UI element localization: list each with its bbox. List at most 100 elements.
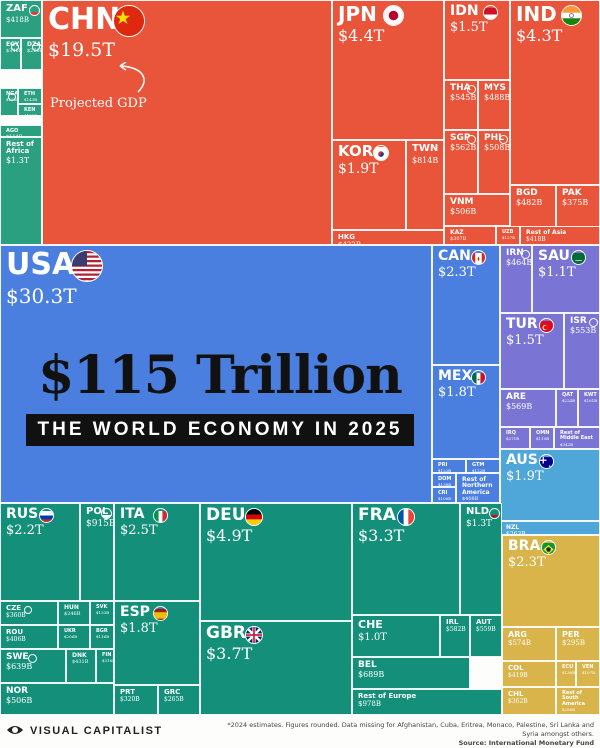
- gdp-value: $406B: [6, 636, 26, 644]
- cell-label-group: MEX $1.8T: [438, 369, 476, 399]
- country-code: CHL: [508, 690, 524, 698]
- gdp-value: $1.3T: [466, 518, 493, 529]
- treemap-cell-phl: PHL $508B: [478, 130, 510, 194]
- country-code: IRN: [506, 248, 524, 258]
- treemap-cell-sgp: SGP $562B: [444, 130, 478, 194]
- annotation-arrow-icon: [119, 62, 145, 93]
- sgp-flag-icon: [467, 135, 476, 144]
- treemap-cell-pak: PAK $375B: [556, 185, 600, 227]
- treemap-cell-rest-of-middle-east: Rest of Middle East $342B: [554, 427, 600, 449]
- cell-label-group: AUS $1.9T: [506, 453, 544, 483]
- treemap-cell-per: PER $295B: [556, 627, 600, 661]
- isr-flag-icon: [589, 318, 598, 327]
- country-code: CHE: [358, 618, 383, 631]
- country-code: VEN: [582, 664, 594, 670]
- aus-flag-icon: [538, 454, 554, 469]
- country-code: HUN: [64, 604, 79, 611]
- gdp-value: $1.1T: [538, 264, 576, 280]
- country-code: ROU: [6, 628, 24, 636]
- tur-flag-icon: [538, 318, 554, 333]
- country-code: BGR: [96, 628, 108, 634]
- treemap-cell-grc: GRC $265B: [158, 685, 200, 715]
- cell-label-group: AGO$114B: [6, 128, 22, 136]
- gdp-value: $506B: [6, 696, 33, 706]
- gdp-value: $2.2T: [6, 522, 44, 538]
- gdp-value: $488B: [484, 93, 510, 103]
- cell-label-group: JPN $4.4T: [338, 4, 384, 45]
- cell-label-group: NZL $263B: [506, 524, 526, 534]
- treemap-cell-gbr: GBR $3.7T: [200, 621, 352, 715]
- gdp-value: $1.5T: [506, 332, 544, 348]
- cell-label-group: UZB $127B: [502, 229, 515, 240]
- cell-label-group: IRL $582B: [446, 618, 466, 634]
- gdp-value: $915B: [86, 518, 114, 529]
- cell-label-group: SWE $639B: [6, 652, 32, 672]
- treemap-cell-idn: IDN $1.5T: [444, 0, 510, 80]
- cell-label-group: QAT $224B: [562, 392, 575, 403]
- country-code: GRC: [164, 688, 181, 696]
- idn-flag-icon: [482, 5, 498, 20]
- gdp-value: $143B: [24, 97, 38, 103]
- country-code: GTM: [472, 462, 485, 468]
- treemap-cell-ind: IND $4.3T: [510, 0, 600, 185]
- treemap-cell-nor: NOR $506B: [0, 683, 114, 715]
- gdp-value: $246B: [64, 611, 81, 618]
- cell-label-group: ROU $406B: [6, 628, 26, 644]
- country-code: THA: [450, 83, 471, 93]
- cell-label-group: ARG $574B: [508, 630, 531, 648]
- country-code: SGP: [450, 133, 471, 143]
- can-flag-icon: [470, 250, 486, 265]
- gdp-value: $574B: [508, 639, 531, 648]
- cell-label-group: BRA $2.3T: [508, 539, 546, 569]
- gdp-value: $362B: [508, 698, 528, 706]
- gdp-value: $375B: [562, 198, 589, 208]
- country-code: ESP: [120, 604, 150, 620]
- sau-flag-icon: [570, 250, 586, 265]
- cell-label-group: PRT $320B: [120, 688, 140, 704]
- gdp-value: $122B: [438, 468, 452, 473]
- country-code: AUS: [506, 452, 538, 468]
- country-code: ZAF: [6, 3, 28, 14]
- gdp-value: $295B: [562, 639, 585, 648]
- cell-label-group: Rest of South America $288B: [562, 690, 598, 712]
- cell-label-group: Rest of Asia $418B: [526, 229, 598, 244]
- treemap-cell-ago: AGO$114B: [0, 125, 42, 137]
- country-code: NOR: [6, 686, 29, 696]
- jpn-flag-icon: [382, 5, 404, 26]
- gdp-value: $431B: [72, 659, 89, 666]
- country-code: BEL: [358, 660, 377, 670]
- treemap-cell-dza: DZA $268B: [21, 38, 42, 70]
- chn-flag-icon: [113, 5, 146, 37]
- treemap-cell-jpn: JPN $4.4T: [332, 0, 444, 140]
- cell-label-group: FRA $3.3T: [358, 506, 404, 545]
- cell-label-group: ISR $553B: [570, 316, 596, 336]
- footer: VISUAL CAPITALIST *2024 estimates. Figur…: [0, 716, 600, 747]
- deu-flag-icon: [244, 508, 263, 526]
- cell-label-group: IND $4.3T: [516, 4, 562, 45]
- cell-label-group: UKR $206B: [64, 628, 77, 639]
- cell-label-group: BGR $116B: [96, 628, 109, 639]
- cell-label-group: HUN $246B: [64, 604, 81, 618]
- treemap-cell-usa: USA $30.3T: [0, 245, 432, 503]
- phl-flag-icon: [499, 135, 508, 144]
- gdp-value: $464B: [506, 258, 532, 268]
- treemap-cell-rus: RUS $2.2T: [0, 503, 80, 601]
- treemap-cell-ken: KEN $132B: [18, 104, 42, 116]
- country-code: TUR: [506, 316, 538, 332]
- usa-flag-icon: [71, 250, 104, 282]
- treemap-cell-rou: ROU $406B: [0, 625, 58, 649]
- cell-label-group: DEU $4.9T: [206, 506, 252, 545]
- cell-label-group: ITA $2.5T: [120, 507, 158, 537]
- cell-label-group: CRI $100B: [438, 490, 451, 501]
- cell-label-group: FIN $316B: [102, 652, 113, 663]
- cell-label-group: CZE $360B: [6, 604, 26, 620]
- chart-headline: $115 Trillion THE WORLD ECONOMY IN 2025: [20, 350, 420, 446]
- treemap-cell-vnm: VNM $506B: [444, 194, 510, 226]
- swe-flag-icon: [28, 654, 38, 663]
- country-code: DNK: [72, 652, 87, 659]
- cell-label-group: COL $419B: [508, 664, 528, 680]
- gdp-value: $2.3T: [508, 554, 546, 570]
- treemap-cell-cri: CRI $100B: [432, 487, 456, 503]
- country-code: KEN: [24, 107, 36, 113]
- country-code: MEX: [438, 368, 473, 384]
